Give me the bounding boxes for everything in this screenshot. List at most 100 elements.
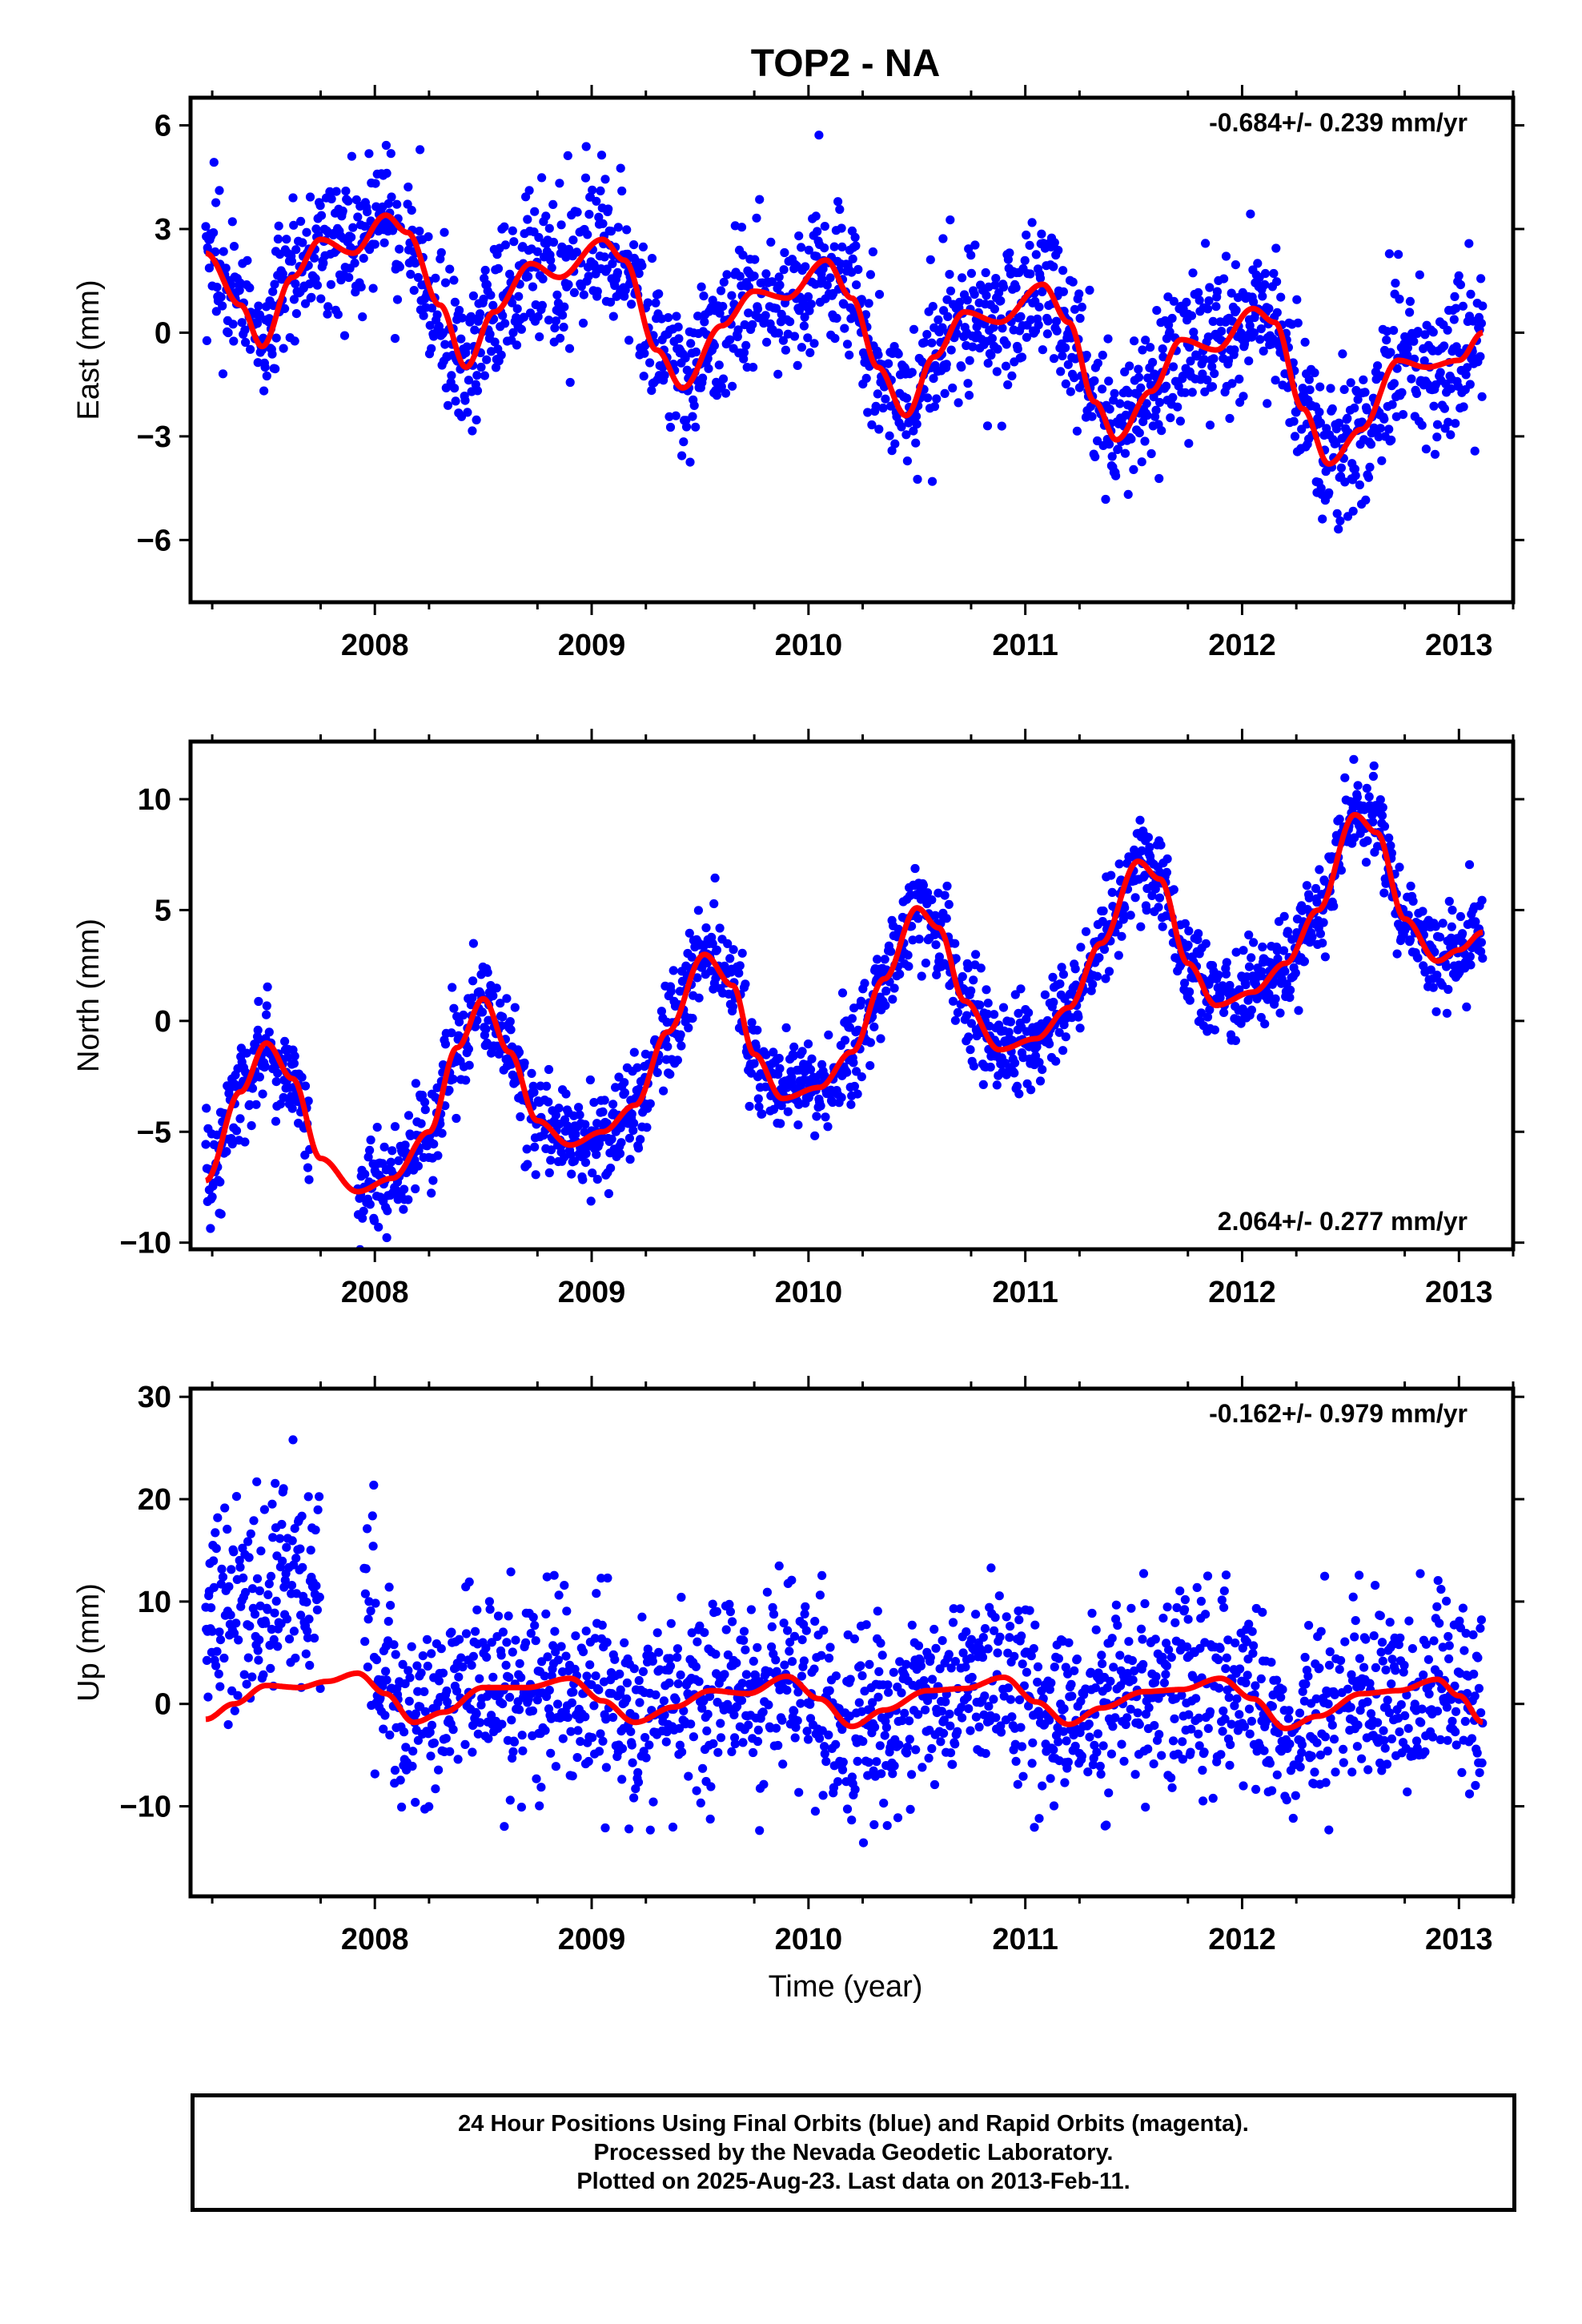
- position-point: [920, 338, 930, 348]
- position-point: [1260, 279, 1270, 290]
- position-point: [1419, 356, 1429, 366]
- position-point: [207, 1626, 217, 1636]
- position-point: [498, 311, 508, 320]
- position-point: [755, 195, 765, 204]
- position-point: [1194, 287, 1203, 297]
- position-point: [1038, 345, 1047, 355]
- position-point: [1476, 947, 1486, 956]
- position-point: [567, 1698, 577, 1707]
- position-point: [663, 1042, 673, 1051]
- position-point: [1386, 348, 1395, 357]
- position-point: [1185, 987, 1195, 997]
- position-point: [472, 415, 481, 425]
- position-point: [396, 1775, 405, 1785]
- position-point: [897, 422, 906, 432]
- position-point: [1098, 350, 1107, 360]
- position-point: [849, 1058, 858, 1068]
- position-point: [769, 1610, 779, 1619]
- position-point: [247, 1084, 258, 1093]
- position-point: [824, 1653, 834, 1663]
- position-point: [978, 1652, 988, 1663]
- position-point: [512, 304, 522, 314]
- position-point: [835, 204, 845, 215]
- position-point: [1360, 388, 1370, 397]
- position-point: [223, 1720, 233, 1730]
- position-point: [622, 1694, 632, 1703]
- position-point: [554, 1104, 564, 1113]
- position-point: [623, 249, 632, 259]
- position-point: [1034, 320, 1043, 330]
- position-point: [1289, 416, 1299, 426]
- position-point: [1253, 259, 1263, 268]
- position-point: [448, 983, 457, 992]
- position-point: [1459, 402, 1468, 412]
- position-point: [247, 1121, 256, 1131]
- position-point: [1057, 963, 1066, 972]
- position-point: [838, 1757, 848, 1767]
- position-point: [632, 1063, 642, 1072]
- position-point: [254, 301, 263, 311]
- position-point: [407, 206, 416, 215]
- position-point: [289, 220, 299, 230]
- position-point: [1061, 379, 1070, 388]
- position-point: [1477, 392, 1487, 401]
- position-point: [857, 295, 866, 304]
- position-point: [344, 272, 354, 283]
- position-point: [597, 1620, 607, 1630]
- position-point: [624, 1133, 635, 1143]
- position-point: [817, 1570, 827, 1580]
- position-point: [1302, 881, 1311, 891]
- position-point: [913, 474, 922, 485]
- position-point: [810, 1131, 820, 1140]
- position-point: [406, 269, 416, 279]
- position-point: [358, 312, 367, 322]
- position-point: [409, 286, 419, 296]
- position-point: [811, 211, 821, 221]
- position-point: [911, 1745, 921, 1755]
- position-point: [1124, 388, 1134, 398]
- position-point: [921, 1705, 930, 1715]
- position-point: [271, 333, 281, 343]
- position-point: [804, 245, 813, 255]
- position-point: [1052, 326, 1062, 336]
- position-point: [880, 955, 889, 964]
- position-point: [715, 308, 725, 318]
- position-point: [564, 344, 575, 353]
- position-point: [761, 1050, 771, 1059]
- position-point: [850, 1784, 860, 1795]
- position-point: [497, 1719, 507, 1729]
- position-point: [1081, 927, 1091, 936]
- position-point: [752, 213, 761, 223]
- position-point: [953, 1727, 962, 1736]
- position-point: [413, 1161, 424, 1171]
- position-point: [1140, 870, 1150, 880]
- position-point: [1058, 351, 1067, 360]
- position-point: [546, 255, 556, 265]
- position-point: [887, 446, 897, 456]
- position-point: [211, 307, 221, 316]
- position-point: [608, 312, 618, 321]
- position-point: [815, 1590, 825, 1600]
- position-point: [845, 350, 854, 360]
- position-point: [391, 1650, 400, 1659]
- position-point: [305, 1660, 315, 1671]
- position-point: [211, 1661, 221, 1671]
- position-point: [420, 1097, 430, 1107]
- position-point: [295, 1544, 305, 1554]
- position-point: [508, 1647, 517, 1657]
- position-point: [437, 1128, 447, 1138]
- position-point: [993, 344, 1002, 354]
- position-point: [1318, 939, 1327, 948]
- position-point: [1017, 352, 1027, 362]
- position-point: [758, 1707, 768, 1717]
- position-point: [1443, 417, 1453, 427]
- position-point: [504, 1673, 514, 1683]
- y-tick-label: 6: [155, 110, 171, 143]
- y-tick-label: −5: [137, 1116, 171, 1149]
- position-point: [1184, 926, 1194, 936]
- position-point: [515, 1659, 524, 1668]
- position-point: [1110, 388, 1119, 398]
- position-point: [1121, 410, 1130, 420]
- position-point: [1227, 379, 1237, 388]
- position-point: [438, 1668, 448, 1678]
